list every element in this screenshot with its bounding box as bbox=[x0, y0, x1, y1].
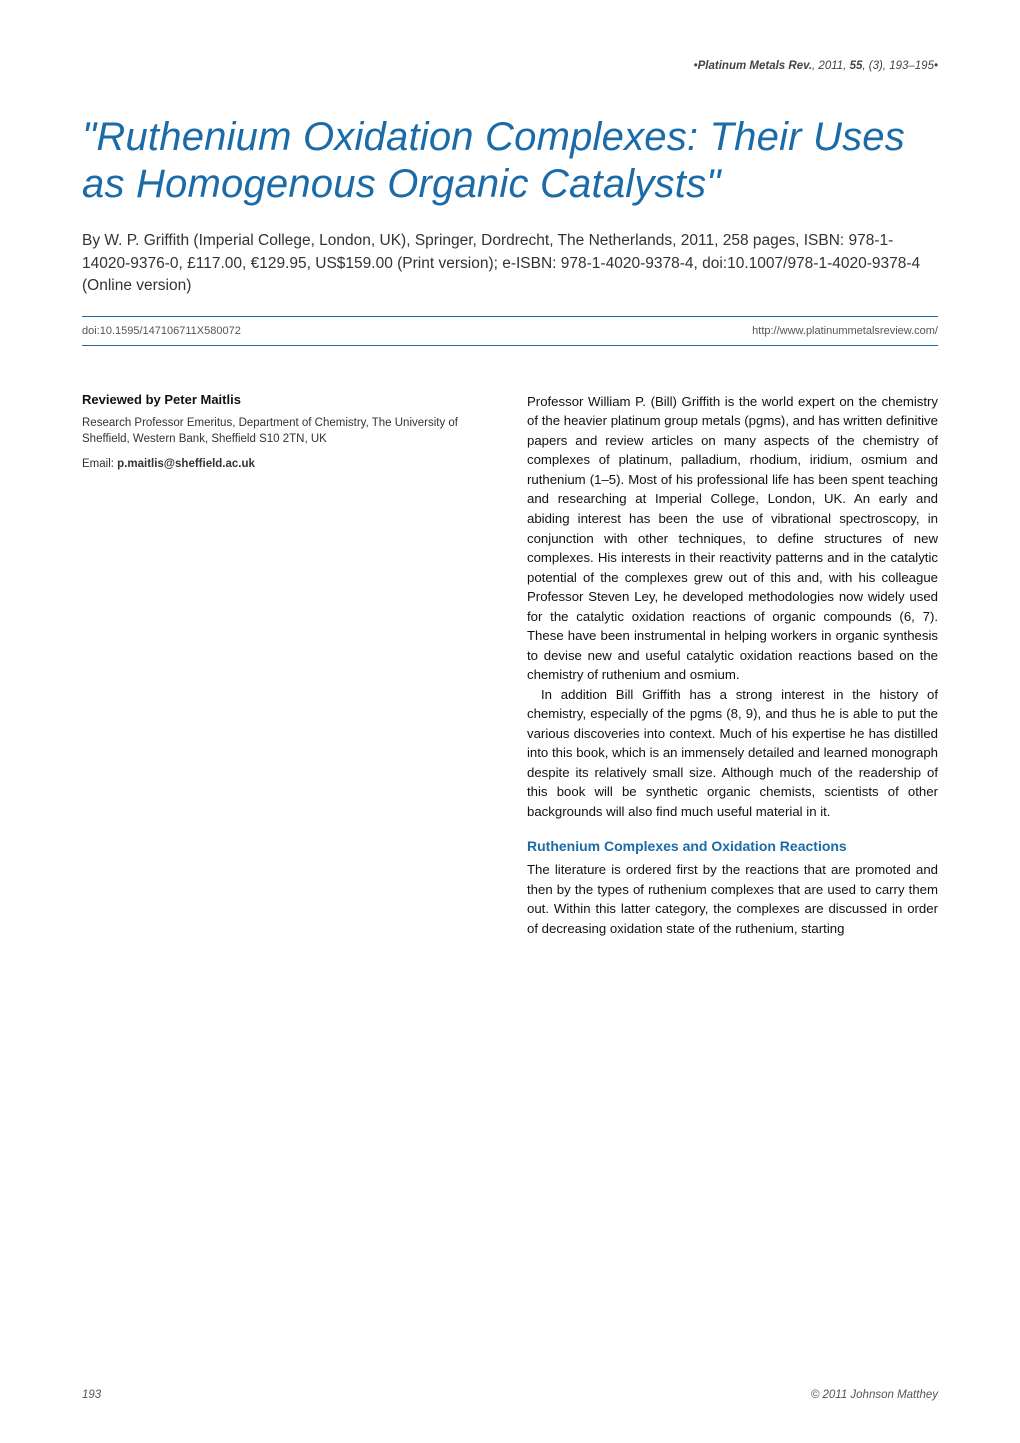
divider-top bbox=[82, 316, 938, 317]
left-column: Reviewed by Peter Maitlis Research Profe… bbox=[82, 392, 493, 939]
article-title: "Ruthenium Oxidation Complexes: Their Us… bbox=[82, 114, 938, 208]
journal-issue-pages: , (3), 193–195 bbox=[862, 60, 934, 72]
page-number: 193 bbox=[82, 1389, 101, 1401]
reviewer-email-line: Email: p.maitlis@sheffield.ac.uk bbox=[82, 458, 493, 470]
journal-citation: , 2011, bbox=[812, 60, 850, 72]
divider-bottom bbox=[82, 345, 938, 346]
reviewer-affiliation: Research Professor Emeritus, Department … bbox=[82, 415, 493, 448]
reviewer-heading: Reviewed by Peter Maitlis bbox=[82, 392, 493, 407]
doi-row: doi:10.1595/147106711X580072 http://www.… bbox=[82, 325, 938, 337]
journal-bullet-end: • bbox=[934, 60, 938, 72]
page-footer: 193 © 2011 Johnson Matthey bbox=[82, 1389, 938, 1401]
article-subtitle: By W. P. Griffith (Imperial College, Lon… bbox=[82, 230, 938, 297]
copyright: © 2011 Johnson Matthey bbox=[811, 1389, 938, 1401]
body-paragraph-2: In addition Bill Griffith has a strong i… bbox=[527, 685, 938, 822]
journal-volume: 55 bbox=[850, 60, 863, 72]
running-header: • Platinum Metals Rev., 2011, 55, (3), 19… bbox=[82, 60, 938, 72]
right-column: Professor William P. (Bill) Griffith is … bbox=[527, 392, 938, 939]
body-paragraph-3: The literature is ordered first by the r… bbox=[527, 860, 938, 938]
article-url[interactable]: http://www.platinummetalsreview.com/ bbox=[752, 325, 938, 337]
section-heading: Ruthenium Complexes and Oxidation Reacti… bbox=[527, 837, 938, 856]
reviewer-email[interactable]: p.maitlis@sheffield.ac.uk bbox=[117, 458, 255, 470]
body-paragraph-1: Professor William P. (Bill) Griffith is … bbox=[527, 392, 938, 685]
email-label: Email: bbox=[82, 458, 117, 470]
article-doi: doi:10.1595/147106711X580072 bbox=[82, 325, 241, 337]
journal-name: Platinum Metals Rev. bbox=[698, 60, 812, 72]
two-column-layout: Reviewed by Peter Maitlis Research Profe… bbox=[82, 392, 938, 939]
